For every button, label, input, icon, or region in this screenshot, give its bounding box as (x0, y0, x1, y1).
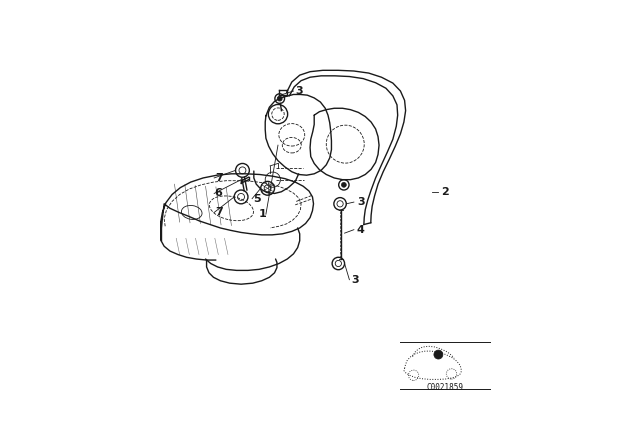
Text: 4: 4 (357, 225, 365, 235)
Text: 7: 7 (215, 173, 223, 183)
Text: 5: 5 (253, 194, 261, 204)
Circle shape (434, 350, 443, 359)
Text: 6: 6 (214, 189, 223, 198)
Circle shape (277, 96, 282, 101)
Text: 3: 3 (352, 275, 360, 285)
Text: 7: 7 (215, 207, 223, 217)
Text: C0021859: C0021859 (427, 383, 464, 392)
Text: 1: 1 (259, 209, 266, 219)
Text: 3: 3 (295, 86, 303, 96)
Text: 3: 3 (357, 197, 365, 207)
Circle shape (342, 182, 346, 187)
Text: 2: 2 (442, 187, 449, 197)
